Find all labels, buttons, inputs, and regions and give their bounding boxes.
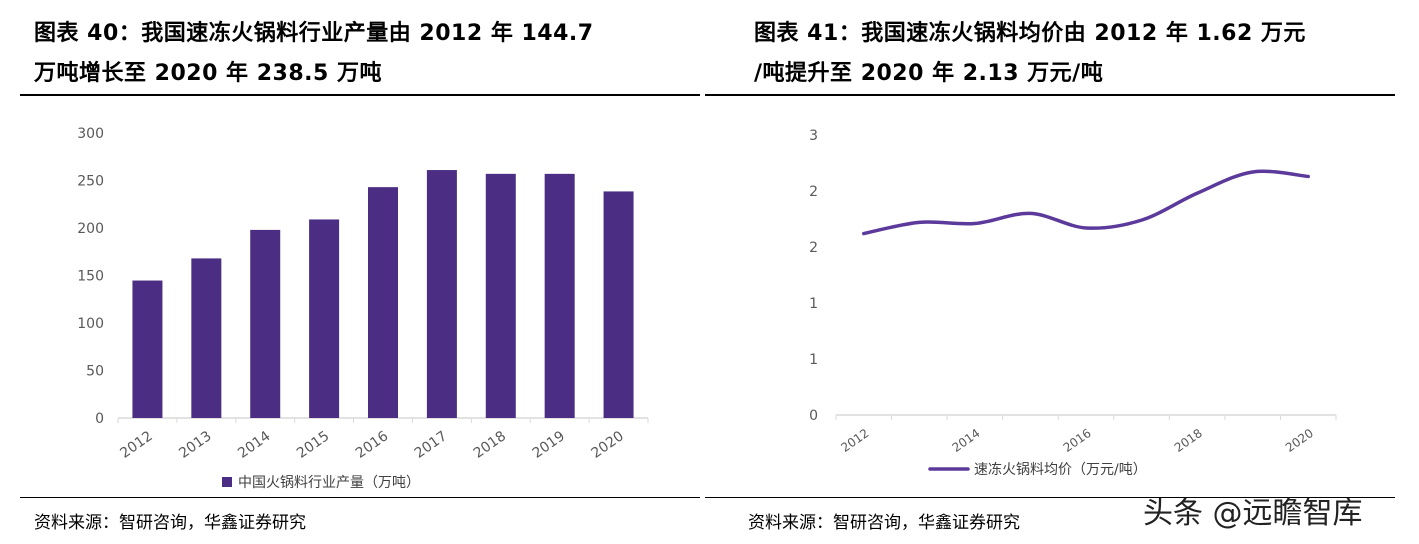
- bar: [603, 191, 634, 418]
- x-tick-label: 2012: [838, 426, 871, 455]
- left-top-rule: [20, 94, 700, 96]
- y-tick-label: 200: [77, 221, 104, 237]
- right-chart-title: 图表 41：我国速冻火锅料均价由 2012 年 1.62 万元 /吨提升至 20…: [754, 14, 1306, 94]
- bar: [309, 219, 340, 418]
- y-tick-label: 3: [809, 128, 818, 144]
- right-source-note: 资料来源：智研咨询，华鑫证券研究: [748, 513, 1020, 533]
- left-chart-title: 图表 40：我国速冻火锅料行业产量由 2012 年 144.7 万吨增长至 20…: [34, 14, 594, 94]
- right-title-line-1: 图表 41：我国速冻火锅料均价由 2012 年 1.62 万元: [754, 21, 1306, 46]
- y-tick-label: 100: [77, 316, 104, 332]
- y-tick-label: 300: [77, 126, 104, 142]
- bar: [485, 173, 516, 418]
- bar: [544, 173, 575, 418]
- y-tick-label: 50: [86, 364, 104, 380]
- legend-label: 中国火锅料行业产量（万吨）: [238, 475, 420, 491]
- y-tick-label: 0: [95, 411, 104, 427]
- left-panel: 图表 40：我国速冻火锅料行业产量由 2012 年 144.7 万吨增长至 20…: [20, 0, 700, 544]
- y-tick-label: 1: [809, 296, 818, 312]
- bar: [250, 229, 281, 418]
- y-tick-label: 1: [809, 352, 818, 368]
- x-tick-label: 2016: [1061, 426, 1094, 455]
- y-tick-label: 2: [809, 240, 818, 256]
- legend-label: 速冻火锅料均价（万元/吨）: [974, 461, 1147, 478]
- y-tick-label: 2: [809, 184, 818, 200]
- x-tick-label: 2014: [950, 426, 983, 455]
- legend-swatch: [222, 477, 232, 487]
- bar: [191, 258, 222, 418]
- y-tick-label: 0: [809, 408, 818, 424]
- series-line: [862, 169, 1310, 236]
- left-bottom-rule: [20, 497, 700, 498]
- y-tick-label: 250: [77, 174, 104, 190]
- left-source-note: 资料来源：智研咨询，华鑫证券研究: [34, 513, 306, 533]
- right-panel: 图表 41：我国速冻火锅料均价由 2012 年 1.62 万元 /吨提升至 20…: [705, 0, 1400, 544]
- bar: [132, 280, 163, 418]
- left-title-line-1: 图表 40：我国速冻火锅料行业产量由 2012 年 144.7: [34, 21, 594, 46]
- x-tick-label: 2020: [1283, 426, 1316, 455]
- x-tick-label: 2018: [1172, 426, 1205, 455]
- left-title-line-2: 万吨增长至 2020 年 238.5 万吨: [34, 61, 382, 86]
- right-title-line-2: /吨提升至 2020 年 2.13 万元/吨: [754, 61, 1104, 86]
- watermark: 头条 @远瞻智库: [1143, 496, 1363, 531]
- y-tick-label: 150: [77, 269, 104, 285]
- bar: [368, 187, 398, 418]
- right-bottom-rule: [705, 497, 1395, 498]
- right-top-rule: [705, 94, 1395, 96]
- bar: [426, 170, 457, 418]
